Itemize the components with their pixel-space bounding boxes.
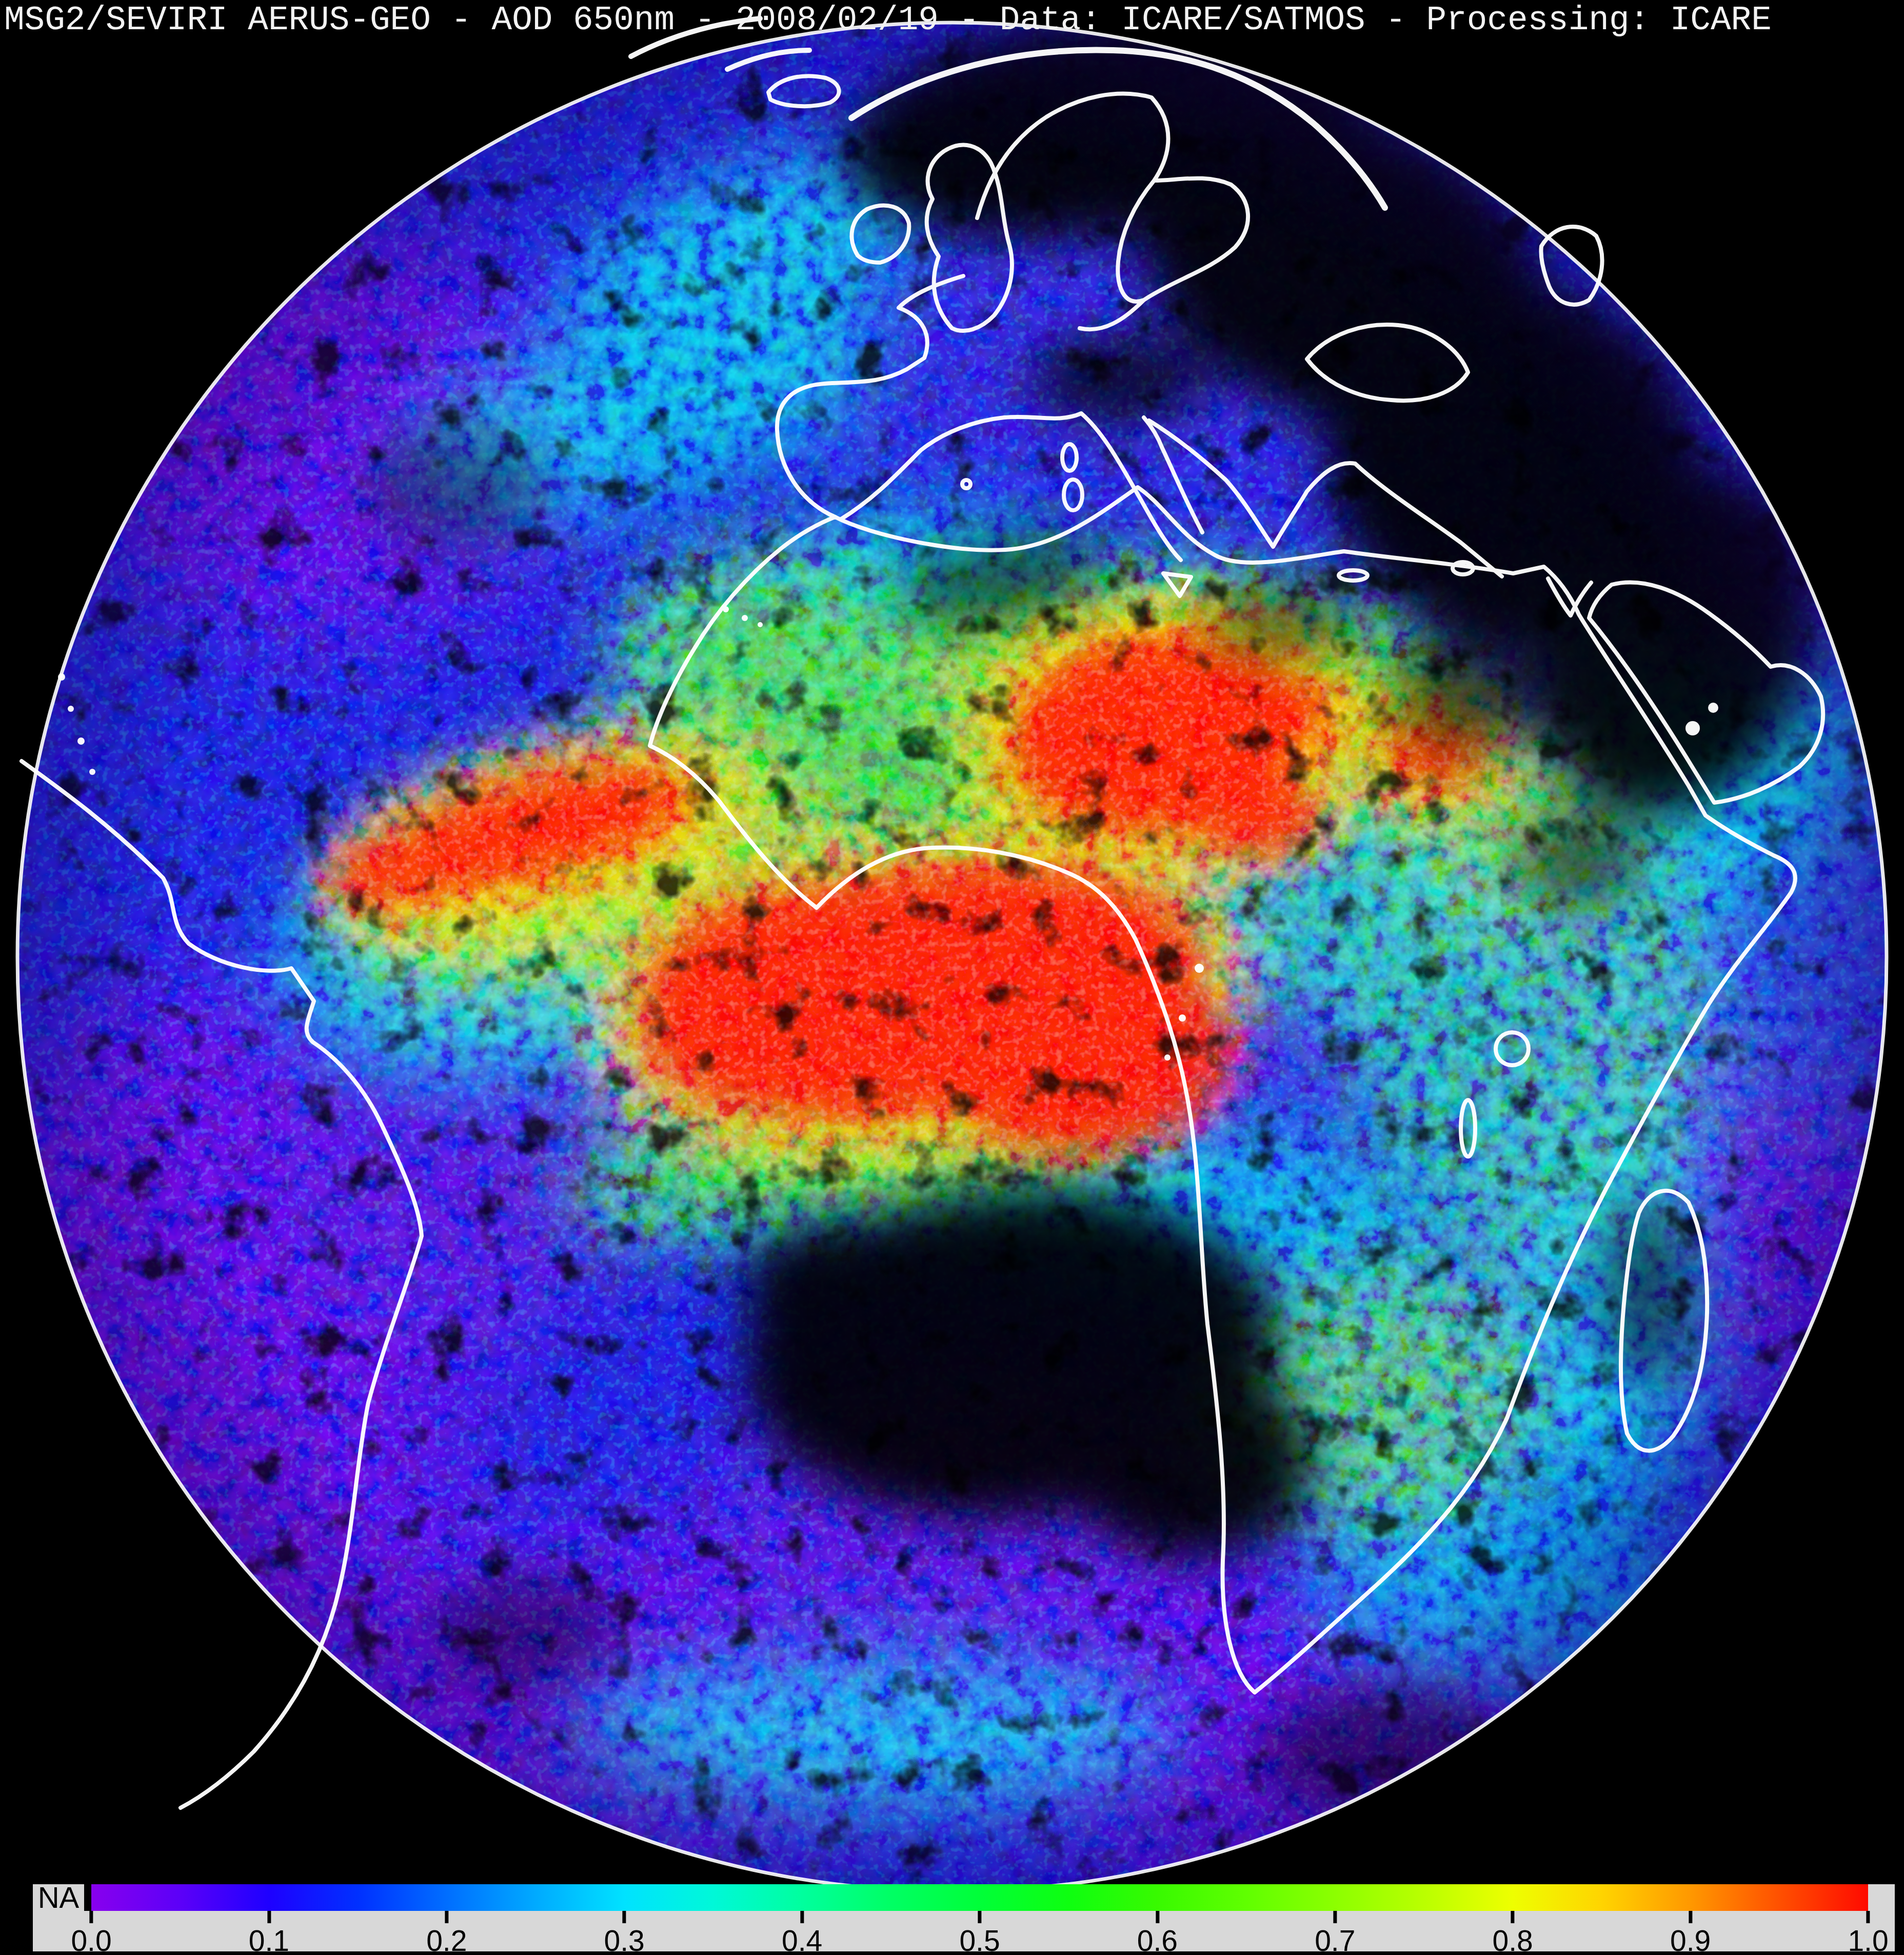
title-bar: MSG2/SEVIRI AERUS-GEO - AOD 650nm - 2008…: [0, 0, 1904, 30]
tick-label: 0.5: [959, 1926, 1000, 1955]
tick-mark: [623, 1911, 626, 1923]
tick-mark: [445, 1911, 448, 1923]
limb-vignette: [0, 0, 1904, 1955]
tick-mark: [267, 1911, 271, 1923]
colorbar-tick: 0.6: [1137, 1911, 1178, 1955]
colorbar-tick: 0.1: [249, 1911, 289, 1955]
tick-mark: [1156, 1911, 1159, 1923]
tick-label: 0.6: [1137, 1926, 1178, 1955]
colorbar-na-label: NA: [33, 1884, 84, 1911]
colorbar-tick: 0.7: [1315, 1911, 1355, 1955]
tick-mark: [1511, 1911, 1515, 1923]
tick-label: 0.1: [249, 1926, 289, 1955]
colorbar-tick: 0.9: [1670, 1911, 1711, 1955]
colorbar-gradient: [91, 1884, 1868, 1911]
colorbar-tick: 0.5: [959, 1911, 1000, 1955]
tick-mark: [1867, 1911, 1870, 1923]
tick-label: 0.3: [604, 1926, 645, 1955]
colorbar-ticks: 0.00.10.20.30.40.50.60.70.80.91.0: [91, 1911, 1868, 1951]
tick-label: 0.0: [71, 1926, 111, 1955]
colorbar-tick: 0.8: [1493, 1911, 1533, 1955]
colorbar-tick: 1.0: [1848, 1911, 1888, 1955]
screen: MSG2/SEVIRI AERUS-GEO - AOD 650nm - 2008…: [0, 0, 1904, 1955]
colorbar-bar-row: NA: [33, 1884, 1895, 1911]
aod-field: [0, 0, 1904, 1955]
globe-svg: [0, 0, 1904, 1955]
tick-mark: [978, 1911, 982, 1923]
colorbar-tick: 0.2: [426, 1911, 467, 1955]
tick-label: 0.7: [1315, 1926, 1355, 1955]
tick-label: 0.2: [426, 1926, 467, 1955]
colorbar-tick: 0.0: [71, 1911, 111, 1955]
page-title: MSG2/SEVIRI AERUS-GEO - AOD 650nm - 2008…: [4, 1, 1772, 39]
tick-mark: [1689, 1911, 1692, 1923]
tick-label: 0.9: [1670, 1926, 1711, 1955]
colorbar: NA 0.00.10.20.30.40.50.60.70.80.91.0: [33, 1884, 1895, 1951]
tick-label: 0.8: [1493, 1926, 1533, 1955]
colorbar-tick: 0.4: [782, 1911, 822, 1955]
tick-mark: [1333, 1911, 1337, 1923]
tick-mark: [800, 1911, 804, 1923]
globe: [0, 0, 1904, 1955]
tick-label: 0.4: [782, 1926, 822, 1955]
colorbar-tick: 0.3: [604, 1911, 645, 1955]
tick-mark: [90, 1911, 93, 1923]
tick-label: 1.0: [1848, 1926, 1888, 1955]
colorbar-na-swatch: [84, 1884, 91, 1911]
